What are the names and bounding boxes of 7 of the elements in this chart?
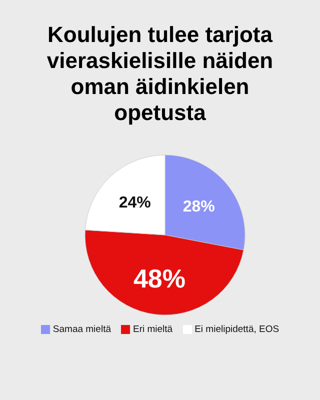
legend-label: Ei mielipidettä, EOS — [194, 324, 280, 335]
data-label: 28% — [182, 198, 215, 216]
legend-label: Eri mieltä — [132, 324, 173, 335]
data-label: 24% — [118, 194, 151, 212]
data-label: 48% — [133, 264, 186, 294]
chart-title: Koulujen tulee tarjota vieraskielisille näiden oman äidinkielen opetusta — [46, 22, 274, 126]
legend-label: Samaa mieltä — [52, 324, 111, 335]
